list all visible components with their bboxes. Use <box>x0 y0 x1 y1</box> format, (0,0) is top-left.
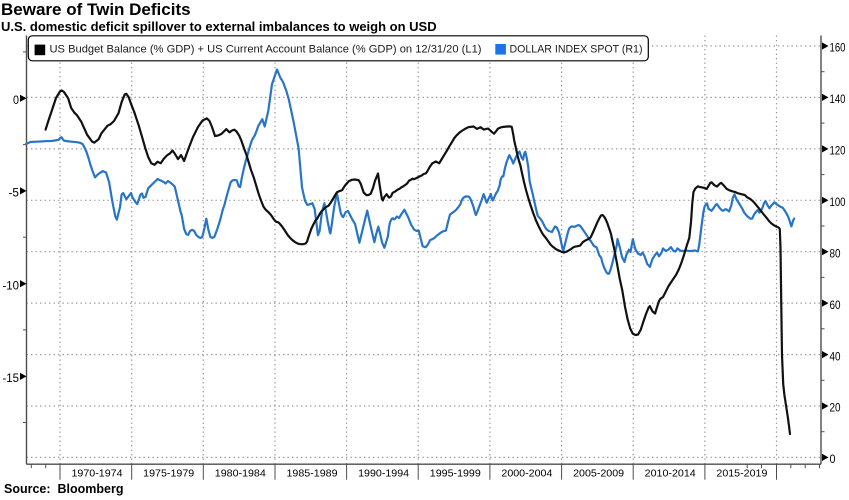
svg-text:0: 0 <box>830 454 836 466</box>
svg-text:0: 0 <box>13 95 19 107</box>
svg-text:140: 140 <box>830 94 846 106</box>
svg-text:160: 160 <box>830 43 846 55</box>
svg-text:2015-2019: 2015-2019 <box>716 468 767 480</box>
svg-text:80: 80 <box>830 248 841 260</box>
svg-text:-10: -10 <box>3 280 20 292</box>
svg-text:-15: -15 <box>3 373 20 385</box>
svg-text:1975-1979: 1975-1979 <box>143 468 194 480</box>
svg-text:40: 40 <box>830 351 841 363</box>
svg-text:1980-1984: 1980-1984 <box>215 468 266 480</box>
svg-text:1990-1994: 1990-1994 <box>358 468 409 480</box>
svg-text:1995-1999: 1995-1999 <box>430 468 481 480</box>
svg-text:-5: -5 <box>9 188 20 200</box>
svg-text:20: 20 <box>830 403 841 415</box>
svg-text:120: 120 <box>830 146 846 158</box>
svg-text:2005-2009: 2005-2009 <box>573 468 624 480</box>
svg-text:2000-2004: 2000-2004 <box>501 468 552 480</box>
svg-text:100: 100 <box>830 197 846 209</box>
svg-text:2010-2014: 2010-2014 <box>645 468 696 480</box>
svg-text:1970-1974: 1970-1974 <box>72 468 123 480</box>
svg-text:1985-1989: 1985-1989 <box>287 468 338 480</box>
svg-text:DOLLAR INDEX SPOT (R1): DOLLAR INDEX SPOT (R1) <box>510 43 643 55</box>
svg-text:60: 60 <box>830 300 841 312</box>
svg-text:US Budget Balance (% GDP) + US: US Budget Balance (% GDP) + US Current A… <box>50 43 482 55</box>
